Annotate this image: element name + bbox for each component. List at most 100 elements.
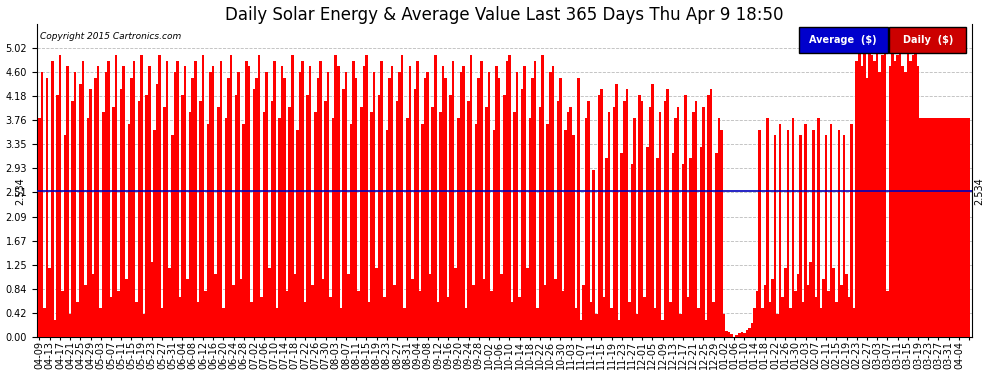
Bar bbox=[585, 118, 587, 337]
Bar bbox=[225, 118, 227, 337]
Bar bbox=[255, 78, 257, 337]
Bar bbox=[595, 314, 598, 337]
Bar bbox=[176, 61, 178, 337]
Bar bbox=[204, 291, 207, 337]
Bar bbox=[713, 302, 715, 337]
Bar bbox=[664, 101, 666, 337]
Bar bbox=[564, 130, 567, 337]
Bar bbox=[191, 78, 194, 337]
Bar bbox=[306, 95, 309, 337]
Bar bbox=[549, 72, 551, 337]
Bar bbox=[383, 297, 385, 337]
Bar bbox=[401, 55, 403, 337]
Bar bbox=[482, 279, 485, 337]
Bar bbox=[451, 61, 454, 337]
Bar bbox=[799, 135, 802, 337]
Bar bbox=[768, 302, 771, 337]
Bar bbox=[881, 55, 883, 337]
Bar bbox=[511, 302, 513, 337]
Bar bbox=[830, 124, 833, 337]
Bar bbox=[230, 55, 233, 337]
Bar bbox=[411, 279, 414, 337]
Bar bbox=[618, 320, 621, 337]
Bar bbox=[118, 291, 120, 337]
Bar bbox=[273, 61, 275, 337]
Bar bbox=[828, 291, 830, 337]
Bar bbox=[92, 274, 94, 337]
Bar bbox=[477, 78, 480, 337]
Bar bbox=[327, 72, 330, 337]
Bar bbox=[960, 118, 962, 337]
Bar bbox=[325, 101, 327, 337]
Bar bbox=[841, 285, 842, 337]
Bar bbox=[896, 55, 899, 337]
Bar bbox=[158, 55, 160, 337]
Bar bbox=[674, 118, 677, 337]
Bar bbox=[367, 302, 370, 337]
Bar bbox=[393, 285, 396, 337]
Bar bbox=[579, 320, 582, 337]
Bar bbox=[736, 335, 738, 337]
Bar bbox=[715, 153, 718, 337]
Bar bbox=[76, 302, 79, 337]
Bar bbox=[314, 112, 317, 337]
Bar bbox=[656, 158, 658, 337]
Bar bbox=[957, 118, 960, 337]
Bar bbox=[561, 291, 564, 337]
Bar bbox=[138, 101, 141, 337]
Bar bbox=[370, 112, 373, 337]
Bar bbox=[354, 78, 357, 337]
Bar bbox=[847, 297, 850, 337]
Bar bbox=[301, 61, 304, 337]
Bar bbox=[805, 124, 807, 337]
Bar bbox=[506, 61, 508, 337]
Bar bbox=[537, 308, 539, 337]
Bar bbox=[79, 84, 81, 337]
Bar bbox=[340, 308, 343, 337]
Bar bbox=[49, 268, 50, 337]
Bar bbox=[962, 118, 965, 337]
Bar bbox=[299, 72, 301, 337]
Bar bbox=[853, 308, 855, 337]
Bar bbox=[189, 112, 191, 337]
Bar bbox=[501, 274, 503, 337]
Bar bbox=[728, 332, 731, 337]
Bar bbox=[865, 78, 868, 337]
Bar bbox=[569, 106, 572, 337]
Bar bbox=[373, 72, 375, 337]
Bar bbox=[281, 66, 283, 337]
Bar bbox=[876, 43, 878, 337]
Bar bbox=[519, 297, 521, 337]
Bar bbox=[695, 101, 697, 337]
Bar bbox=[707, 95, 710, 337]
FancyBboxPatch shape bbox=[889, 27, 966, 54]
Bar bbox=[112, 106, 115, 337]
Bar bbox=[257, 55, 260, 337]
Bar bbox=[850, 124, 853, 337]
Bar bbox=[286, 291, 288, 337]
Bar bbox=[779, 124, 781, 337]
Bar bbox=[220, 61, 222, 337]
Bar bbox=[416, 61, 419, 337]
Bar bbox=[445, 78, 446, 337]
Bar bbox=[755, 291, 758, 337]
Bar bbox=[449, 95, 451, 337]
Bar bbox=[965, 118, 968, 337]
Bar bbox=[61, 291, 63, 337]
Bar bbox=[291, 55, 294, 337]
Bar bbox=[710, 89, 713, 337]
Bar bbox=[603, 297, 605, 337]
Bar bbox=[403, 308, 406, 337]
Bar bbox=[319, 61, 322, 337]
Bar bbox=[71, 101, 74, 337]
Bar bbox=[748, 328, 750, 337]
Bar bbox=[125, 279, 128, 337]
Bar bbox=[639, 95, 641, 337]
Bar bbox=[243, 124, 246, 337]
Bar bbox=[774, 135, 776, 337]
Bar bbox=[718, 118, 720, 337]
Bar bbox=[462, 66, 464, 337]
Bar bbox=[907, 43, 909, 337]
Bar bbox=[917, 66, 920, 337]
Bar bbox=[332, 118, 335, 337]
